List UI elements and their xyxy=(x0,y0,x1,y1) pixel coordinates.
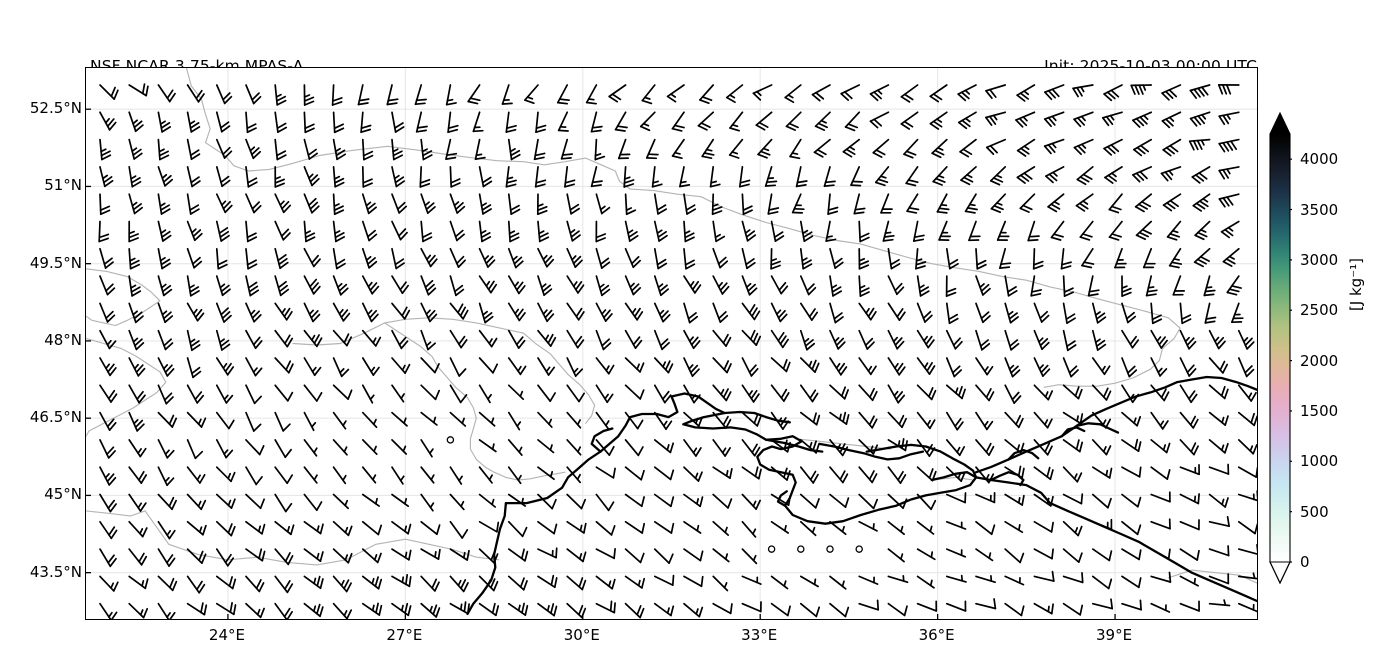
country-borders xyxy=(86,68,1257,584)
longitude-tick-label: 30°E xyxy=(563,626,600,644)
colorbar-tick-label: 2500 xyxy=(1300,301,1339,320)
map-plot-area xyxy=(85,67,1258,620)
colorbar-tick-label: 0 xyxy=(1300,553,1310,571)
colorbar-extend-min xyxy=(1269,561,1291,584)
colorbar-gradient xyxy=(1269,112,1292,584)
latitude-tick-label: 51°N xyxy=(44,176,82,195)
longitude-tick-label: 39°E xyxy=(1096,626,1133,644)
axis-ticks xyxy=(86,108,1116,619)
map-gridlines xyxy=(86,68,1257,619)
colorbar-tick-label: 2000 xyxy=(1300,351,1339,370)
longitude-tick-label: 33°E xyxy=(741,626,778,644)
colorbar-tick-label: 3500 xyxy=(1300,200,1339,219)
colorbar-body xyxy=(1270,134,1290,562)
latitude-tick-label: 45°N xyxy=(44,485,82,504)
colorbar-extend-max xyxy=(1270,113,1290,134)
colorbar-tick-label: 3000 xyxy=(1300,250,1339,269)
colorbar-tick-label: 1000 xyxy=(1300,452,1339,471)
map-canvas xyxy=(86,68,1257,619)
latitude-tick-label: 48°N xyxy=(44,330,82,349)
latitude-tick-label: 49.5°N xyxy=(29,253,82,272)
colorbar-tick-label: 4000 xyxy=(1300,150,1339,169)
longitude-tick-label: 27°E xyxy=(386,626,423,644)
latitude-tick-label: 43.5°N xyxy=(29,562,82,581)
colorbar-tick-label: 500 xyxy=(1300,502,1329,521)
wind-barb-field xyxy=(98,83,1257,619)
longitude-tick-label: 36°E xyxy=(918,626,955,644)
longitude-tick-label: 24°E xyxy=(208,626,245,644)
latitude-tick-label: 46.5°N xyxy=(29,408,82,427)
colorbar-tick-label: 1500 xyxy=(1300,401,1339,420)
colorbar xyxy=(1268,112,1292,584)
colorbar-label: [J kg⁻¹] xyxy=(1347,258,1365,312)
latitude-tick-label: 52.5°N xyxy=(29,99,82,118)
